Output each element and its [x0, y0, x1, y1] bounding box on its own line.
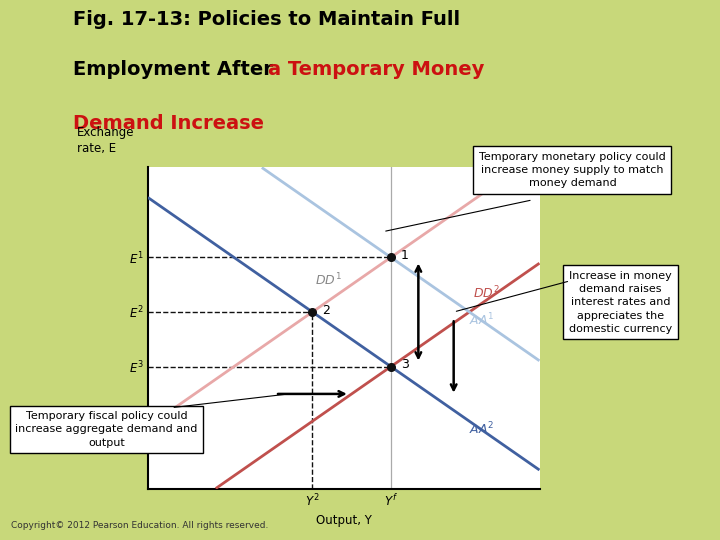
Text: Fig. 17-13: Policies to Maintain Full: Fig. 17-13: Policies to Maintain Full	[73, 10, 460, 29]
Text: a Temporary Money: a Temporary Money	[268, 60, 485, 79]
Text: Demand Increase: Demand Increase	[73, 114, 264, 133]
X-axis label: Output, Y: Output, Y	[316, 514, 372, 526]
Text: Employment After: Employment After	[73, 60, 279, 79]
Text: Increase in money
demand raises
interest rates and
appreciates the
domestic curr: Increase in money demand raises interest…	[569, 271, 672, 334]
Text: 3: 3	[401, 359, 408, 372]
Text: $DD^1$: $DD^1$	[315, 272, 341, 288]
Text: Temporary monetary policy could
increase money supply to match
money demand: Temporary monetary policy could increase…	[479, 152, 666, 188]
Text: Exchange
rate, E: Exchange rate, E	[77, 125, 135, 154]
Text: $DD^2$: $DD^2$	[473, 285, 500, 301]
Text: $AA^2$: $AA^2$	[469, 421, 495, 437]
Text: 1: 1	[401, 249, 408, 262]
Text: Copyright© 2012 Pearson Education. All rights reserved.: Copyright© 2012 Pearson Education. All r…	[11, 521, 268, 530]
Text: $AA^1$: $AA^1$	[469, 311, 495, 328]
Text: Temporary fiscal policy could
increase aggregate demand and
output: Temporary fiscal policy could increase a…	[15, 411, 198, 448]
Text: 2: 2	[323, 304, 330, 317]
